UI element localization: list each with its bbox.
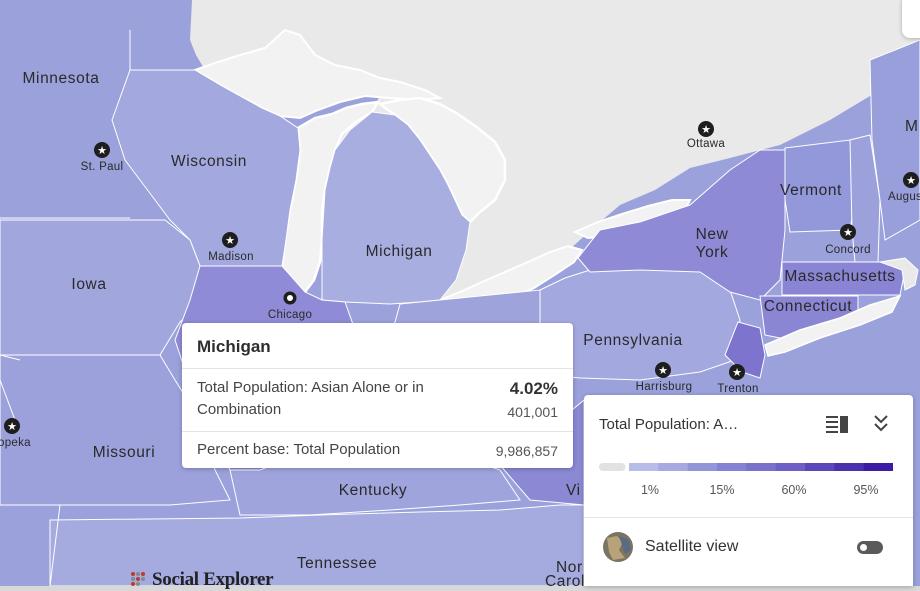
legend-swatch — [717, 463, 747, 471]
state-maine — [869, 39, 920, 241]
city-chicago[interactable]: Chicago — [268, 291, 312, 322]
state-michigan — [321, 111, 471, 305]
legend-tick: 95% — [853, 483, 879, 497]
legend-swatch — [658, 463, 689, 471]
popup-divider — [182, 368, 573, 369]
satellite-view-label: Satellite view — [645, 538, 739, 555]
cape-cod — [878, 257, 919, 291]
svg-text:★: ★ — [225, 235, 235, 247]
state-label-michigan: Michigan — [366, 243, 433, 260]
state-label-massachusetts: Massachusetts — [784, 268, 895, 285]
state-label-virginia-partial: Vi — [566, 482, 581, 499]
brand-name: Social Explorer — [152, 569, 274, 590]
city-st-paul[interactable]: ★ St. Paul — [81, 142, 124, 173]
popup-variable-label: Total Population: Asian Alone or in Comb… — [197, 379, 424, 418]
svg-text:★: ★ — [97, 145, 107, 157]
legend-swatch — [834, 463, 865, 471]
popup-percent: 4.02% — [509, 379, 558, 398]
legend-divider — [584, 517, 913, 518]
svg-text:Trenton: Trenton — [717, 383, 758, 395]
city-madison[interactable]: ★ Madison — [208, 232, 254, 263]
legend-swatch — [599, 463, 626, 471]
satellite-thumbnail-icon[interactable] — [603, 532, 633, 562]
satellite-view-toggle[interactable] — [857, 541, 883, 554]
svg-text:★: ★ — [658, 365, 668, 377]
state-label-wisconsin: Wisconsin — [171, 153, 247, 170]
legend-tick: 1% — [640, 483, 660, 497]
state-label-tennessee: Tennessee — [297, 555, 377, 572]
svg-text:★: ★ — [906, 175, 916, 187]
popup-divider — [182, 431, 573, 432]
svg-text:St. Paul: St. Paul — [81, 161, 124, 173]
svg-text:Madison: Madison — [208, 251, 254, 263]
legend-swatch — [863, 463, 893, 471]
state-label-kentucky: Kentucky — [339, 482, 408, 499]
map-control-edge[interactable] — [902, 0, 920, 38]
state-new-york — [577, 149, 786, 301]
state-info-popup: Michigan Total Population: Asian Alone o… — [182, 323, 573, 468]
state-label-new-york-2: York — [696, 244, 729, 261]
list-view-icon[interactable] — [826, 415, 850, 433]
svg-text:Augus: Augus — [888, 191, 920, 203]
svg-text:★: ★ — [732, 367, 742, 379]
long-island — [764, 294, 902, 357]
city-topeka[interactable]: ★ opeka — [0, 418, 31, 449]
state-massachusetts — [781, 261, 906, 296]
state-label-north-carolina-1: Nor — [556, 559, 583, 576]
state-label-maine-partial: M — [905, 118, 919, 135]
legend-swatch — [805, 463, 835, 471]
popup-value: 401,001 — [507, 404, 558, 420]
city-trenton[interactable]: ★ Trenton — [717, 364, 758, 395]
svg-text:Chicago: Chicago — [268, 309, 312, 321]
svg-text:Harrisburg: Harrisburg — [636, 381, 693, 393]
legend-title[interactable]: Total Population: A… — [599, 416, 739, 433]
popup-base-label: Percent base: Total Population — [197, 441, 401, 458]
city-harrisburg[interactable]: ★ Harrisburg — [636, 362, 693, 393]
state-label-connecticut: Connecticut — [764, 298, 853, 315]
social-explorer-logo-icon — [131, 572, 145, 586]
legend-panel: Total Population: A… 1% 15% 60% 95% Sate… — [584, 395, 913, 586]
legend-tick: 60% — [781, 483, 807, 497]
state-missouri — [0, 354, 231, 506]
state-label-iowa: Iowa — [71, 276, 106, 293]
city-ottawa[interactable]: ★ Ottawa — [687, 121, 726, 150]
legend-tick: 15% — [709, 483, 735, 497]
popup-title: Michigan — [197, 337, 271, 356]
city-concord[interactable]: ★ Concord — [825, 224, 871, 256]
svg-text:opeka: opeka — [0, 437, 31, 449]
state-new-jersey — [724, 321, 766, 379]
legend-swatch — [629, 463, 659, 471]
chevron-double-down-icon[interactable] — [872, 413, 890, 433]
svg-text:Ottawa: Ottawa — [687, 138, 726, 150]
toggle-knob — [860, 544, 867, 551]
svg-text:★: ★ — [7, 421, 17, 433]
svg-text:★: ★ — [701, 124, 711, 136]
svg-text:★: ★ — [843, 227, 853, 239]
legend-color-scale — [599, 463, 893, 471]
state-label-vermont: Vermont — [780, 182, 842, 199]
state-wisconsin — [111, 69, 301, 267]
svg-text:Concord: Concord — [825, 244, 871, 256]
legend-swatch — [775, 463, 806, 471]
city-augusta[interactable]: ★ Augus — [888, 172, 920, 203]
state-label-minnesota: Minnesota — [23, 70, 100, 87]
legend-swatch — [687, 463, 718, 471]
state-label-new-york-1: New — [696, 226, 729, 243]
state-tennessee — [49, 504, 585, 586]
legend-swatch — [746, 463, 777, 471]
popup-base-value: 9,986,857 — [495, 443, 558, 459]
state-label-missouri: Missouri — [93, 444, 156, 461]
state-label-pennsylvania: Pennsylvania — [583, 332, 682, 349]
